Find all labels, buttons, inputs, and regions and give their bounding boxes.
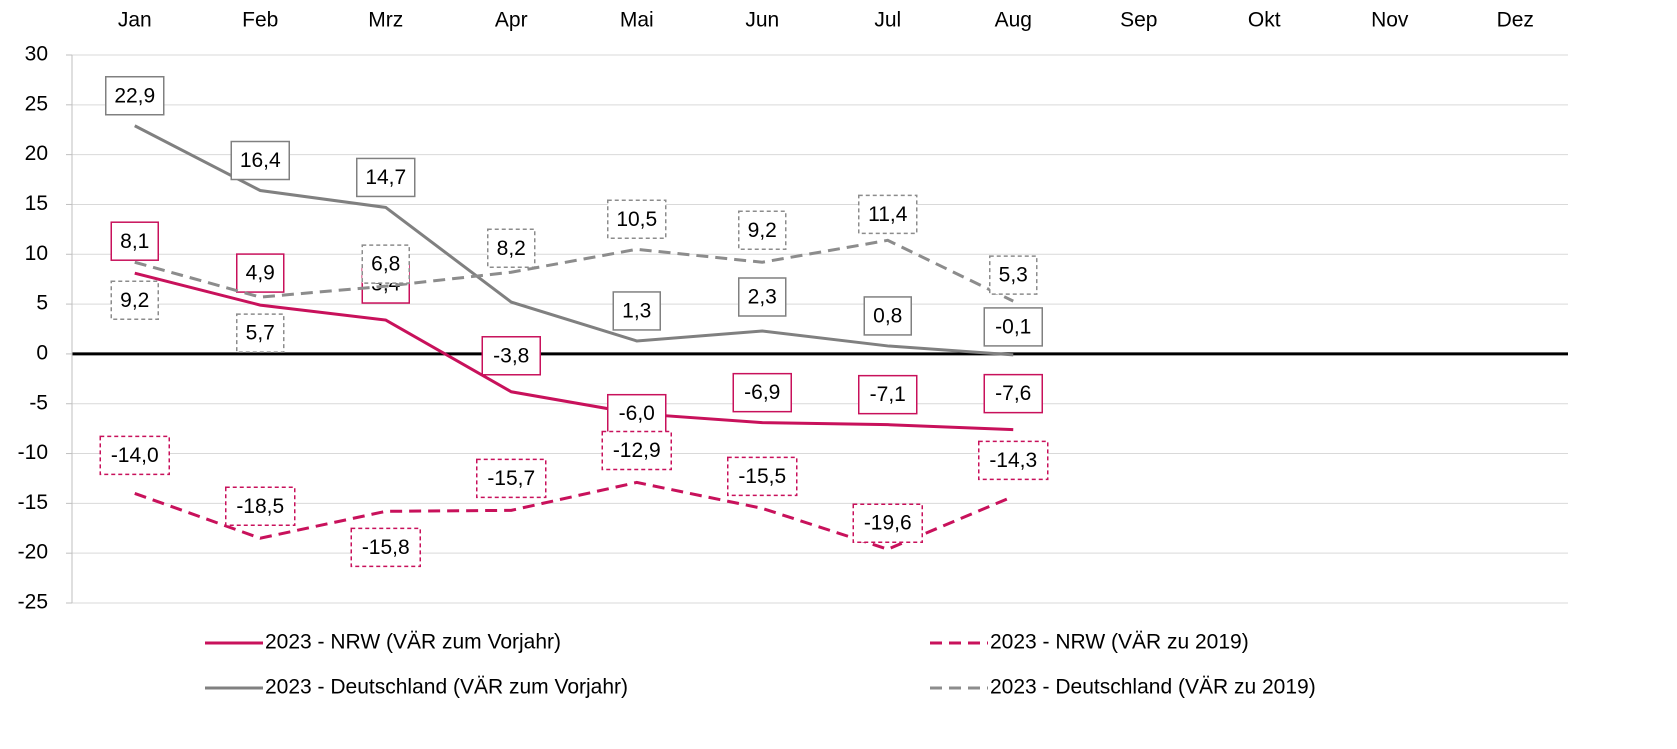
x-tick-label: Jun <box>745 9 779 32</box>
data-label-box <box>607 199 667 240</box>
x-tick-label: Mai <box>620 9 654 32</box>
data-label-box <box>858 374 918 415</box>
data-label: 6,8 <box>371 253 400 276</box>
y-tick-label: -25 <box>18 591 48 614</box>
series-line <box>134 271 1014 432</box>
data-label-box <box>110 280 159 320</box>
x-tick-label: Aug <box>995 9 1032 32</box>
data-label: 4,9 <box>246 262 275 285</box>
data-label-box <box>481 336 541 376</box>
x-tick-label: Okt <box>1248 9 1281 32</box>
data-label-box <box>738 210 787 250</box>
data-label: 10,5 <box>616 208 657 231</box>
data-label-box <box>356 157 416 198</box>
y-tick-label: -5 <box>29 391 48 414</box>
y-tick-label: -15 <box>18 491 48 514</box>
data-label-box <box>361 244 410 284</box>
legend-label: 2023 - Deutschland (VÄR zu 2019) <box>990 676 1316 699</box>
x-tick-label: Feb <box>242 9 278 32</box>
data-label: -19,6 <box>864 512 912 535</box>
data-label: -3,8 <box>493 344 529 367</box>
y-tick-label: 20 <box>25 142 48 165</box>
data-label-box <box>99 435 170 476</box>
data-label-box <box>601 430 672 471</box>
data-label-box <box>612 291 661 331</box>
x-tick-label: Sep <box>1120 9 1157 32</box>
y-tick-label: 15 <box>25 192 48 215</box>
data-label-box <box>727 456 798 497</box>
data-label: -15,7 <box>487 467 535 490</box>
x-tick-label: Dez <box>1497 9 1534 32</box>
x-tick-label: Nov <box>1371 9 1409 32</box>
data-label-box <box>983 307 1043 347</box>
data-label-box <box>732 372 792 413</box>
data-label-box <box>236 253 285 293</box>
data-label-box <box>225 486 296 526</box>
data-label: -7,1 <box>870 383 906 406</box>
data-label: 1,3 <box>622 300 651 323</box>
y-tick-label: 10 <box>25 242 48 265</box>
x-tick-label: Mrz <box>368 9 403 32</box>
series-line <box>134 238 1014 303</box>
legend-label: 2023 - NRW (VÄR zu 2019) <box>990 631 1249 654</box>
data-label: 11,4 <box>868 203 908 226</box>
x-tick-label: Apr <box>495 9 528 32</box>
data-label: 9,2 <box>748 219 777 242</box>
data-label: -0,1 <box>995 315 1031 338</box>
data-label: -6,0 <box>619 402 655 425</box>
data-label: -18,5 <box>236 495 284 518</box>
legend-label: 2023 - NRW (VÄR zum Vorjahr) <box>265 631 561 654</box>
data-label-box <box>858 194 918 235</box>
x-tick-label: Jul <box>874 9 901 32</box>
data-label-box <box>978 440 1049 481</box>
data-label-box <box>863 296 912 336</box>
data-label: -14,3 <box>989 449 1037 472</box>
data-label-box <box>983 373 1043 414</box>
data-label: 22,9 <box>114 84 155 107</box>
series-line <box>134 124 1014 357</box>
y-tick-label: 30 <box>25 43 48 66</box>
data-label: -14,0 <box>111 444 159 467</box>
x-tick-label: Jan <box>118 9 152 32</box>
data-label-box <box>607 393 667 434</box>
data-label-box <box>487 228 536 268</box>
data-label-box <box>738 277 787 317</box>
data-label-box <box>110 221 159 261</box>
data-label-box <box>230 140 290 181</box>
data-label-box <box>105 75 165 116</box>
data-label: 5,7 <box>246 322 275 345</box>
y-tick-label: -20 <box>18 541 48 564</box>
y-tick-label: 25 <box>25 92 48 115</box>
data-label: 8,2 <box>497 237 526 260</box>
data-label: 5,3 <box>999 264 1028 287</box>
y-tick-label: 0 <box>36 341 48 364</box>
data-label-box <box>989 255 1038 295</box>
data-label-box <box>476 458 547 499</box>
data-label: -15,5 <box>738 465 786 488</box>
data-label: 16,4 <box>240 149 281 172</box>
legend-label: 2023 - Deutschland (VÄR zum Vorjahr) <box>265 676 628 699</box>
y-tick-label: 5 <box>36 292 48 315</box>
data-label-box <box>350 527 421 568</box>
data-label: -6,9 <box>744 381 780 404</box>
series-line <box>134 480 1014 551</box>
data-label-box <box>236 313 285 353</box>
data-label-box <box>852 503 923 543</box>
data-label: 14,7 <box>365 166 406 189</box>
data-label: -12,9 <box>613 439 661 462</box>
y-tick-label: -10 <box>18 441 48 464</box>
data-label: 9,2 <box>120 289 149 312</box>
data-label: 8,1 <box>120 230 149 253</box>
data-label: -15,8 <box>362 536 410 559</box>
data-label: 0,8 <box>873 304 902 327</box>
data-label: 2,3 <box>748 286 777 309</box>
data-label: -7,6 <box>995 382 1031 405</box>
